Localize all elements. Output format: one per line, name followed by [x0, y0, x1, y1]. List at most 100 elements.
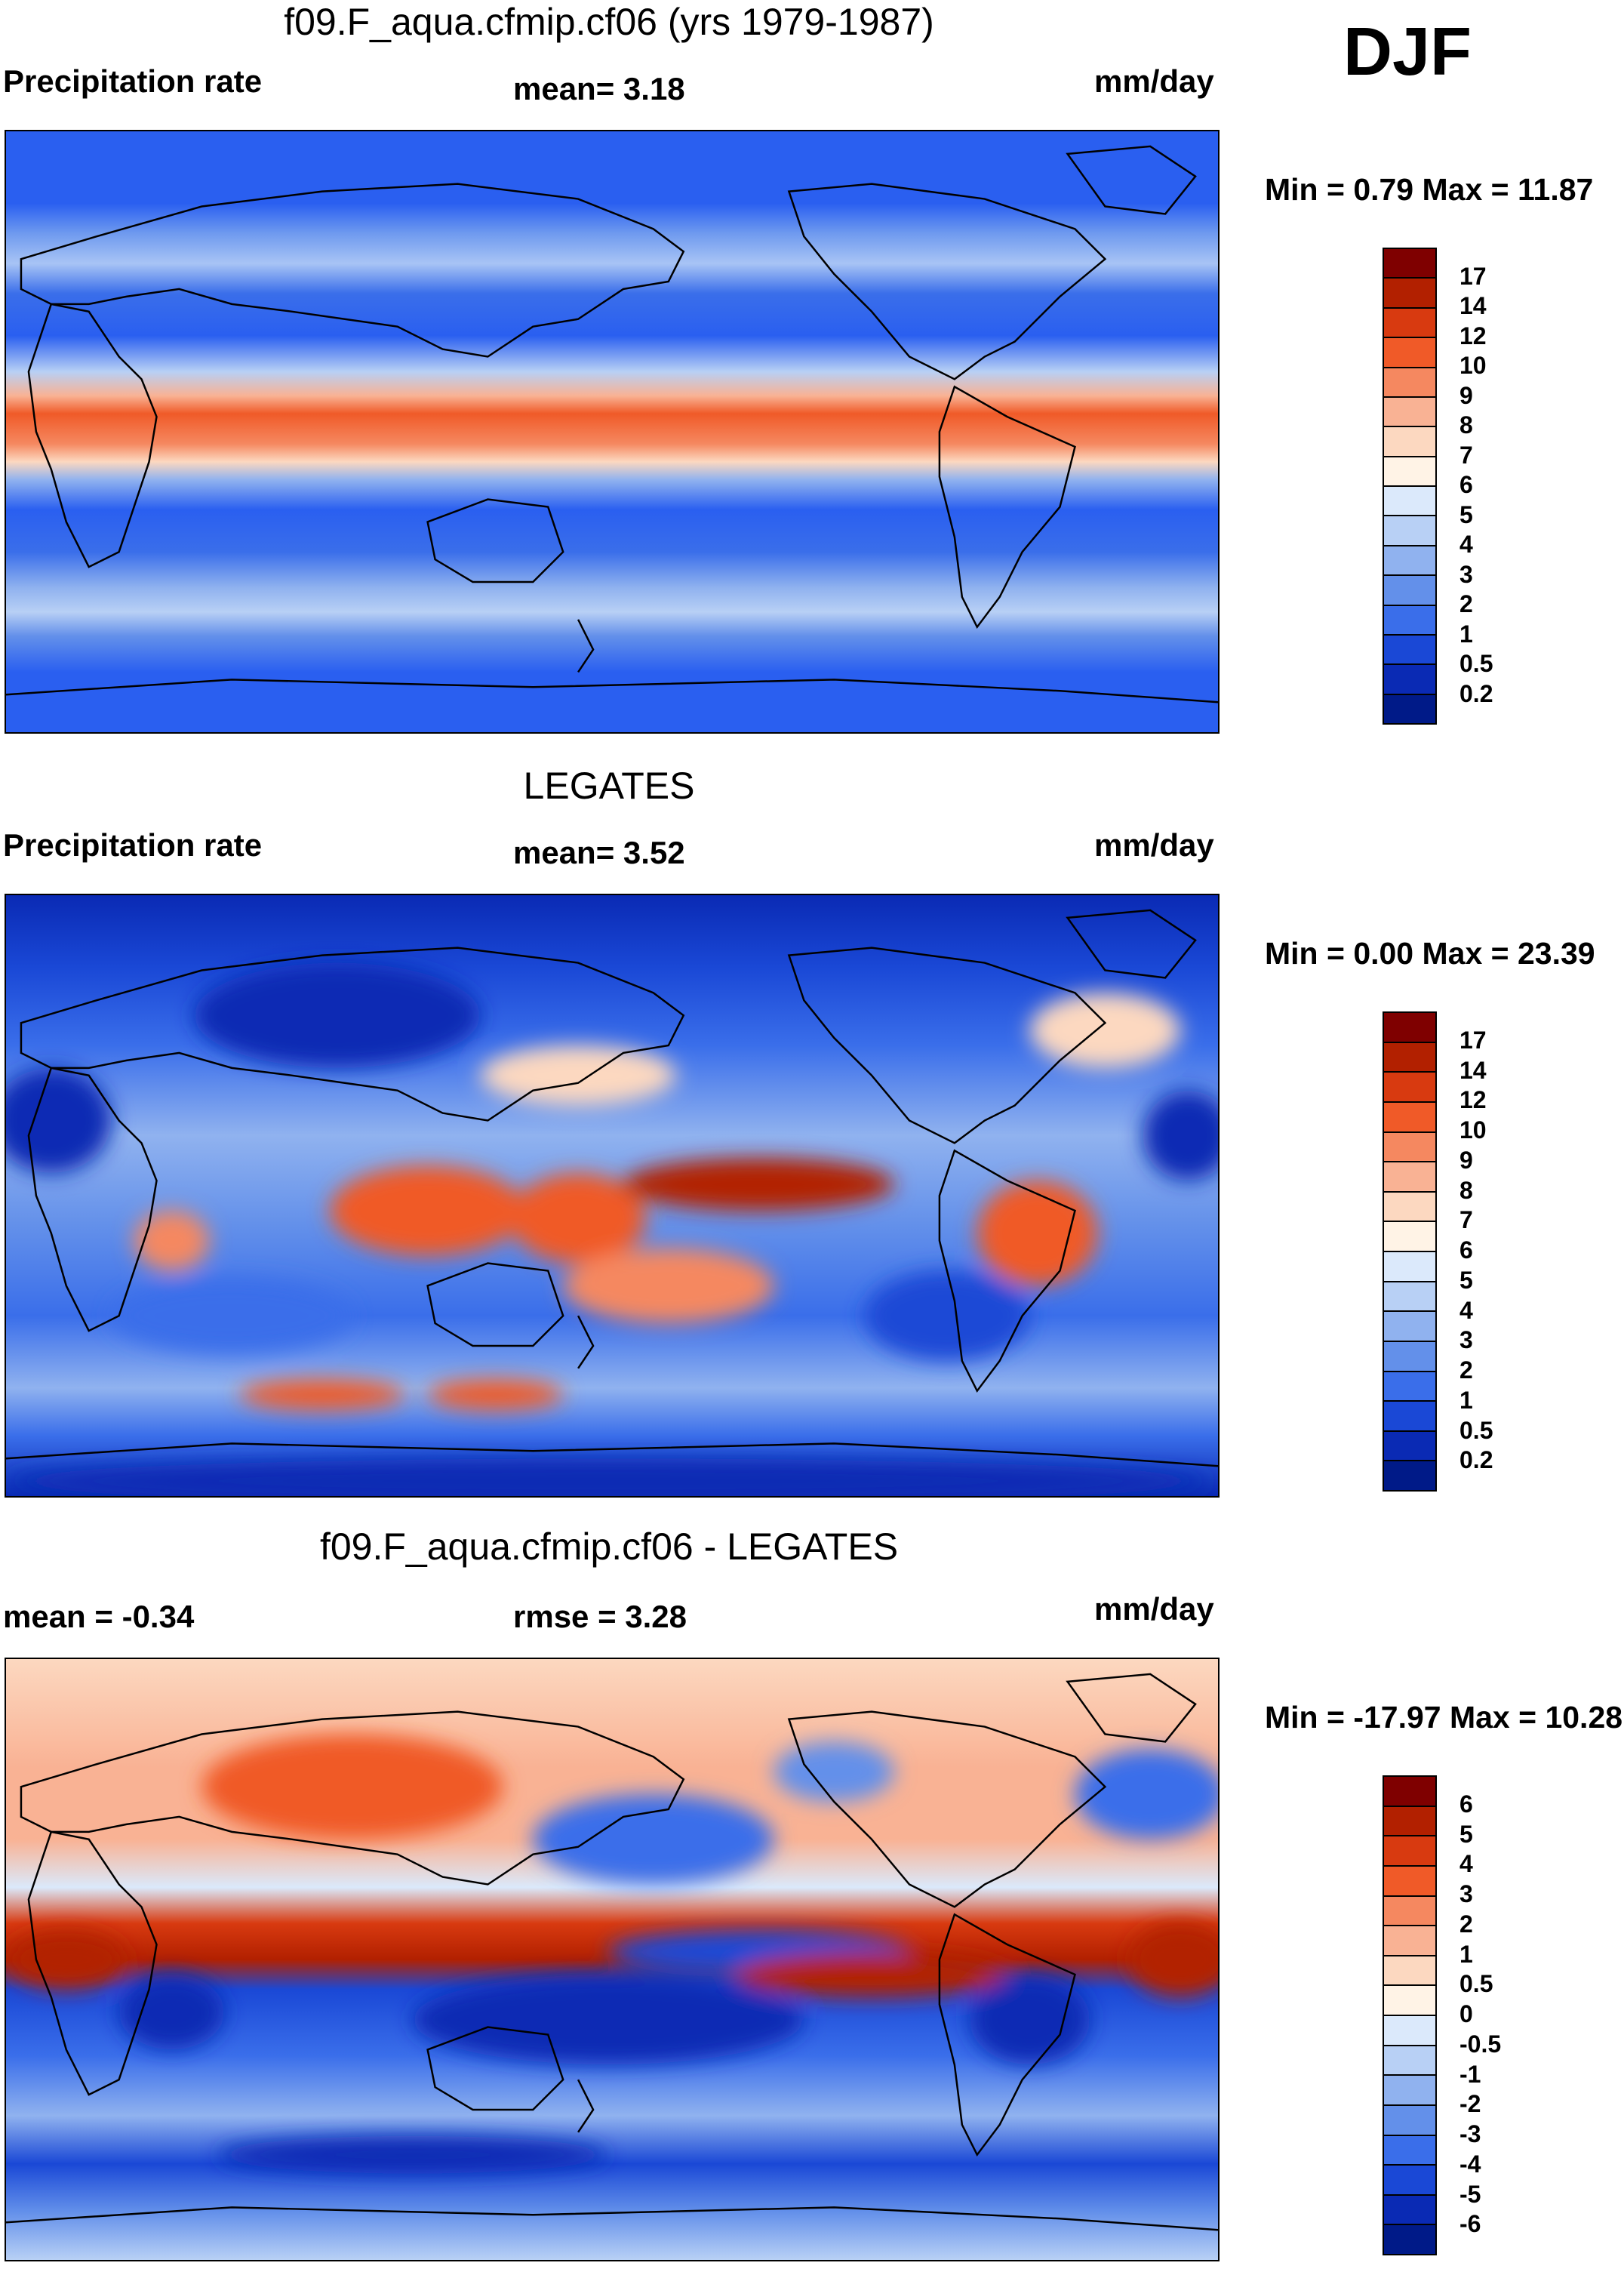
panel-2-colorbar-tick: 1 — [1459, 1386, 1473, 1414]
panel-3-difference-features — [6, 1734, 1218, 2174]
panel-3-map-svg — [6, 1659, 1218, 2260]
panel-2-colorbar-swatch — [1384, 1430, 1435, 1461]
panel-2-colorbar-tick: 0.5 — [1459, 1416, 1493, 1444]
panel-1-colorbar — [1383, 248, 1437, 725]
panel-2-colorbar-tick: 2 — [1459, 1356, 1473, 1384]
panel-3-colorbar-tick: -0.5 — [1459, 2030, 1502, 2058]
panel-2-title: LEGATES — [523, 765, 695, 807]
panel-3-units: mm/day — [1094, 1591, 1214, 1627]
panel-1-colorbar-tick: 17 — [1459, 262, 1487, 290]
panel-2-colorbar-tick: 14 — [1459, 1056, 1487, 1084]
panel-1-title: f09.F_aqua.cfmip.cf06 (yrs 1979-1987) — [284, 1, 934, 43]
panel-3-colorbar-tick: 3 — [1459, 1880, 1473, 1907]
panel-1-map — [5, 130, 1220, 734]
panel-3-colorbar-swatch — [1384, 1925, 1435, 1955]
panel-1-colorbar-swatch — [1384, 366, 1435, 396]
panel-2-coastlines — [6, 909, 1218, 1467]
panel-3-minmax: Min = -17.97 Max = 10.28 — [1265, 1700, 1623, 1735]
panel-1-colorbar-tick: 8 — [1459, 411, 1473, 439]
panel-2-colorbar-tick: 3 — [1459, 1326, 1473, 1354]
panel-2-map-svg — [6, 895, 1218, 1496]
panel-3-rmse-label: rmse = 3.28 — [513, 1599, 687, 1634]
panel-3-colorbar-swatch — [1384, 2224, 1435, 2254]
panel-2-colorbar-tick: 12 — [1459, 1086, 1487, 1114]
panel-2-colorbar — [1383, 1011, 1437, 1492]
panel-2-colorbar-swatch — [1384, 1131, 1435, 1162]
panel-3-colorbar-tick: 4 — [1459, 1850, 1473, 1878]
panel-2-colorbar-swatch — [1384, 1280, 1435, 1311]
panel-3-colorbar-swatch — [1384, 1895, 1435, 1926]
panel-1-colorbar-tick: 10 — [1459, 352, 1487, 379]
panel-2-colorbar-tick: 7 — [1459, 1206, 1473, 1234]
panel-3-colorbar-tick: 0.5 — [1459, 1970, 1493, 1998]
panel-2-colorbar-tick: 6 — [1459, 1236, 1473, 1264]
panel-2-colorbar-swatch — [1384, 1251, 1435, 1281]
panel-3-colorbar-swatch — [1384, 2074, 1435, 2104]
panel-3-colorbar-tick: -5 — [1459, 2180, 1481, 2208]
panel-3-colorbar-swatch — [1384, 2015, 1435, 2045]
panel-3-colorbar-swatch — [1384, 1835, 1435, 1865]
panel-1-colorbar-tick: 0.2 — [1459, 679, 1493, 707]
panel-1-colorbar-tick: 1 — [1459, 620, 1473, 648]
panel-2-map — [5, 894, 1220, 1498]
panel-1-colorbar-swatch — [1384, 426, 1435, 456]
panel-3-colorbar-swatch — [1384, 2164, 1435, 2194]
panel-2-colorbar-swatch — [1384, 1370, 1435, 1401]
panel-3-coastlines — [6, 1673, 1218, 2231]
panel-1-colorbar-swatch — [1384, 277, 1435, 307]
panel-3-mean-label: mean = -0.34 — [3, 1599, 195, 1634]
panel-3-colorbar-swatch — [1384, 1777, 1435, 1806]
panel-1-colorbar-swatch — [1384, 396, 1435, 426]
panel-1-colorbar-swatch — [1384, 604, 1435, 634]
panel-3-colorbar-swatch — [1384, 1984, 1435, 2015]
panel-1-colorbar-swatch — [1384, 455, 1435, 485]
panel-3-colorbar-tick: 5 — [1459, 1820, 1473, 1848]
panel-1-colorbar-tick: 3 — [1459, 560, 1473, 588]
panel-1-mean-label: mean= 3.18 — [513, 71, 685, 106]
panel-2-colorbar-swatch — [1384, 1340, 1435, 1371]
panel-1-colorbar-swatch — [1384, 663, 1435, 694]
panel-1-colorbar-tick: 14 — [1459, 292, 1487, 319]
panel-2-colorbar-tick: 4 — [1459, 1296, 1473, 1324]
panel-3-colorbar-tick: 1 — [1459, 1940, 1473, 1968]
panel-2-colorbar-tick: 17 — [1459, 1026, 1487, 1054]
panel-1-colorbar-swatch — [1384, 574, 1435, 605]
panel-1-colorbar-swatch — [1384, 485, 1435, 516]
panel-2-colorbar-swatch — [1384, 1071, 1435, 1101]
panel-2-colorbar-swatch — [1384, 1190, 1435, 1221]
panel-3-colorbar-swatch — [1384, 1805, 1435, 1836]
panel-1-colorbar-swatch — [1384, 633, 1435, 664]
panel-3-colorbar-tick: -4 — [1459, 2150, 1481, 2178]
panel-3-colorbar-swatch — [1384, 2193, 1435, 2224]
panel-3-colorbar-tick: 6 — [1459, 1790, 1473, 1818]
panel-2-units: mm/day — [1094, 827, 1214, 863]
panel-1-colorbar-tick: 0.5 — [1459, 650, 1493, 677]
panel-2-colorbar-swatch — [1384, 1221, 1435, 1251]
panel-2-mean-label: mean= 3.52 — [513, 835, 685, 870]
panel-1-colorbar-swatch — [1384, 544, 1435, 575]
panel-3-colorbar-tick: 0 — [1459, 2000, 1473, 2027]
panel-1-colorbar-swatch — [1384, 337, 1435, 367]
season-label: DJF — [1343, 14, 1472, 90]
panel-3-colorbar-tick: -3 — [1459, 2120, 1481, 2147]
panel-2-colorbar-swatch — [1384, 1400, 1435, 1430]
panel-1-coastlines — [6, 145, 1218, 703]
panel-2-colorbar-swatch — [1384, 1041, 1435, 1072]
panel-1-left-label: Precipitation rate — [3, 63, 263, 99]
panel-3-colorbar-swatch — [1384, 2044, 1435, 2075]
panel-3-colorbar-tick: -1 — [1459, 2060, 1481, 2088]
panel-3-map — [5, 1658, 1220, 2261]
panel-3-colorbar-tick: -2 — [1459, 2090, 1481, 2118]
panel-2-colorbar-swatch — [1384, 1013, 1435, 1042]
panel-3-colorbar-swatch — [1384, 1864, 1435, 1895]
panel-3-colorbar-tick: 2 — [1459, 1910, 1473, 1938]
panel-1-colorbar-tick: 6 — [1459, 471, 1473, 498]
panel-2-colorbar-tick: 10 — [1459, 1116, 1487, 1144]
panel-2-colorbar-tick: 8 — [1459, 1176, 1473, 1204]
panel-2-minmax: Min = 0.00 Max = 23.39 — [1265, 936, 1595, 971]
panel-2-left-label: Precipitation rate — [3, 827, 263, 863]
panel-2-colorbar-swatch — [1384, 1161, 1435, 1191]
panel-3-colorbar-swatch — [1384, 2134, 1435, 2165]
panel-2-colorbar-tick: 5 — [1459, 1266, 1473, 1294]
panel-2-colorbar-tick: 0.2 — [1459, 1446, 1493, 1474]
